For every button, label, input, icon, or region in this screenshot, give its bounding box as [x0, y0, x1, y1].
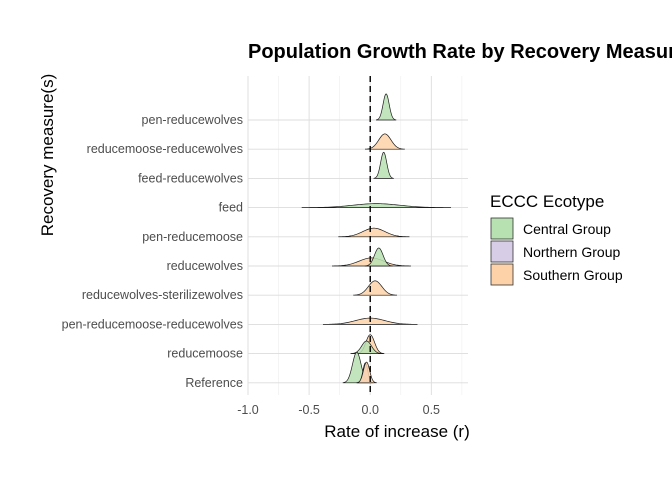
y-tick-label: reducewolves-sterilizewolves: [82, 288, 243, 302]
x-tick-label: 0.5: [423, 403, 440, 417]
legend: ECCC Ecotype Central Group Northern Group…: [490, 192, 623, 286]
density-ridge: [353, 280, 397, 296]
legend-label: Northern Group: [523, 244, 620, 260]
y-tick-label: Reference: [185, 376, 243, 390]
x-tick-label: 0.0: [362, 403, 379, 417]
density-ridge: [356, 361, 377, 384]
legend-title: ECCC Ecotype: [490, 192, 604, 211]
density-ridge: [364, 133, 405, 150]
legend-label: Central Group: [523, 221, 611, 237]
x-tick-label: -1.0: [237, 403, 259, 417]
y-tick-label: feed-reducewolves: [138, 171, 243, 185]
legend-swatch: [490, 263, 514, 286]
y-axis-title: Recovery measure(s): [38, 74, 57, 237]
x-tick-label: -0.5: [298, 403, 320, 417]
ridge-layer: [301, 93, 451, 384]
x-axis-title: Rate of increase (r): [324, 422, 470, 441]
density-ridge: [373, 151, 394, 179]
x-tick-labels: -1.0 -0.5 0.0 0.5: [237, 403, 440, 417]
density-ridge: [301, 203, 451, 208]
y-tick-label: reducewolves: [167, 259, 243, 273]
density-ridge: [364, 247, 393, 267]
density-ridge: [338, 227, 410, 238]
legend-items: Central Group Northern Group Southern Grou…: [490, 217, 623, 286]
y-tick-label: pen-reducewolves: [142, 113, 243, 127]
y-tick-label: reducemoose: [167, 347, 243, 361]
y-tick-label: reducemoose-reducewolves: [87, 142, 243, 156]
density-ridge: [375, 93, 397, 121]
legend-swatch: [490, 240, 514, 263]
y-tick-labels: pen-reducewolves reducemoose-reducewolves…: [62, 113, 243, 390]
chart-title: Population Growth Rate by Recovery Measu…: [248, 41, 672, 63]
legend-label: Southern Group: [523, 267, 623, 283]
y-tick-label: pen-reducemoose-reducewolves: [62, 317, 243, 331]
legend-swatch: [490, 217, 514, 240]
y-tick-label: pen-reducemoose: [142, 230, 243, 244]
y-tick-label: feed: [219, 201, 243, 215]
